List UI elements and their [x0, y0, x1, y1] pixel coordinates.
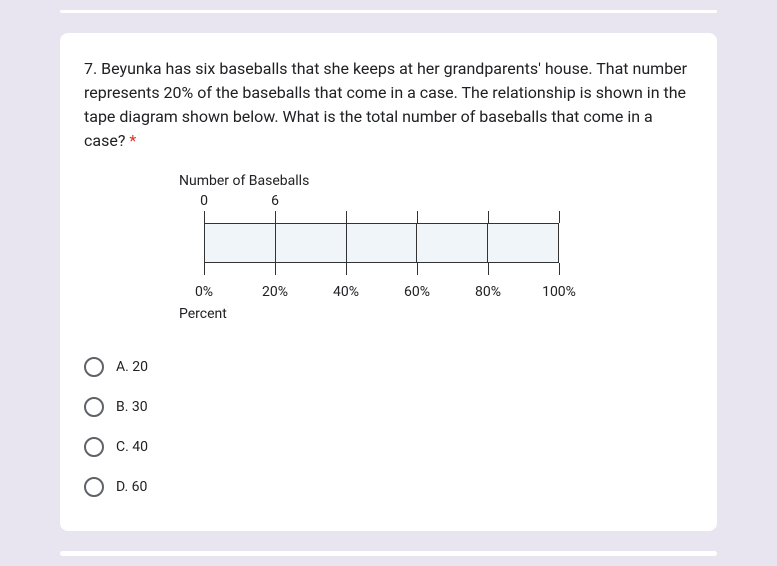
tape-segment	[347, 224, 418, 262]
next-card-stub	[60, 551, 717, 556]
option-c[interactable]: C. 40	[84, 427, 693, 467]
diagram-title: Number of Baseballs	[179, 173, 589, 189]
tick	[417, 211, 418, 223]
top-labels: 0 6	[179, 193, 589, 211]
tape-segment	[276, 224, 347, 262]
option-label: A. 20	[116, 359, 148, 375]
radio-icon	[84, 397, 104, 417]
option-label: C. 40	[116, 439, 148, 455]
tick	[275, 211, 276, 223]
radio-icon	[84, 437, 104, 457]
option-d[interactable]: D. 60	[84, 467, 693, 507]
top-label-0: 0	[200, 193, 208, 209]
tape-bottom-ticks	[204, 263, 559, 275]
tick	[559, 211, 560, 223]
bottom-label: 40%	[333, 284, 359, 300]
option-a[interactable]: A. 20	[84, 347, 693, 387]
question-body: 7. Beyunka has six baseballs that she ke…	[84, 59, 687, 150]
tick	[559, 263, 560, 275]
question-card: 7. Beyunka has six baseballs that she ke…	[60, 33, 717, 531]
bottom-label: 0%	[195, 284, 213, 300]
bottom-label: 100%	[542, 284, 576, 300]
axis-label: Percent	[179, 306, 589, 322]
option-b[interactable]: B. 30	[84, 387, 693, 427]
option-label: B. 30	[116, 399, 148, 415]
question-text: 7. Beyunka has six baseballs that she ke…	[84, 57, 693, 153]
radio-icon	[84, 357, 104, 377]
tick	[204, 211, 205, 223]
tick	[346, 263, 347, 275]
option-label: D. 60	[116, 479, 147, 495]
tape-segment	[417, 224, 488, 262]
radio-icon	[84, 477, 104, 497]
bottom-labels: 0% 20% 40% 60% 80% 100%	[179, 284, 589, 302]
tick	[346, 211, 347, 223]
tape-top-ticks	[204, 211, 559, 223]
bottom-label: 80%	[475, 284, 501, 300]
tick	[204, 263, 205, 275]
tape-segment	[205, 224, 276, 262]
tape-segment	[488, 224, 558, 262]
tick	[488, 211, 489, 223]
bottom-label: 20%	[262, 284, 288, 300]
tick	[488, 263, 489, 275]
tape-diagram: Number of Baseballs 0 6	[179, 173, 589, 322]
bottom-label: 60%	[404, 284, 430, 300]
tick	[275, 263, 276, 275]
tape-container	[204, 211, 559, 281]
previous-card-stub	[60, 10, 717, 13]
top-label-1: 6	[271, 193, 279, 209]
tick	[417, 263, 418, 275]
required-marker: *	[129, 131, 136, 150]
options-group: A. 20 B. 30 C. 40 D. 60	[84, 347, 693, 507]
tape-box	[204, 223, 559, 263]
